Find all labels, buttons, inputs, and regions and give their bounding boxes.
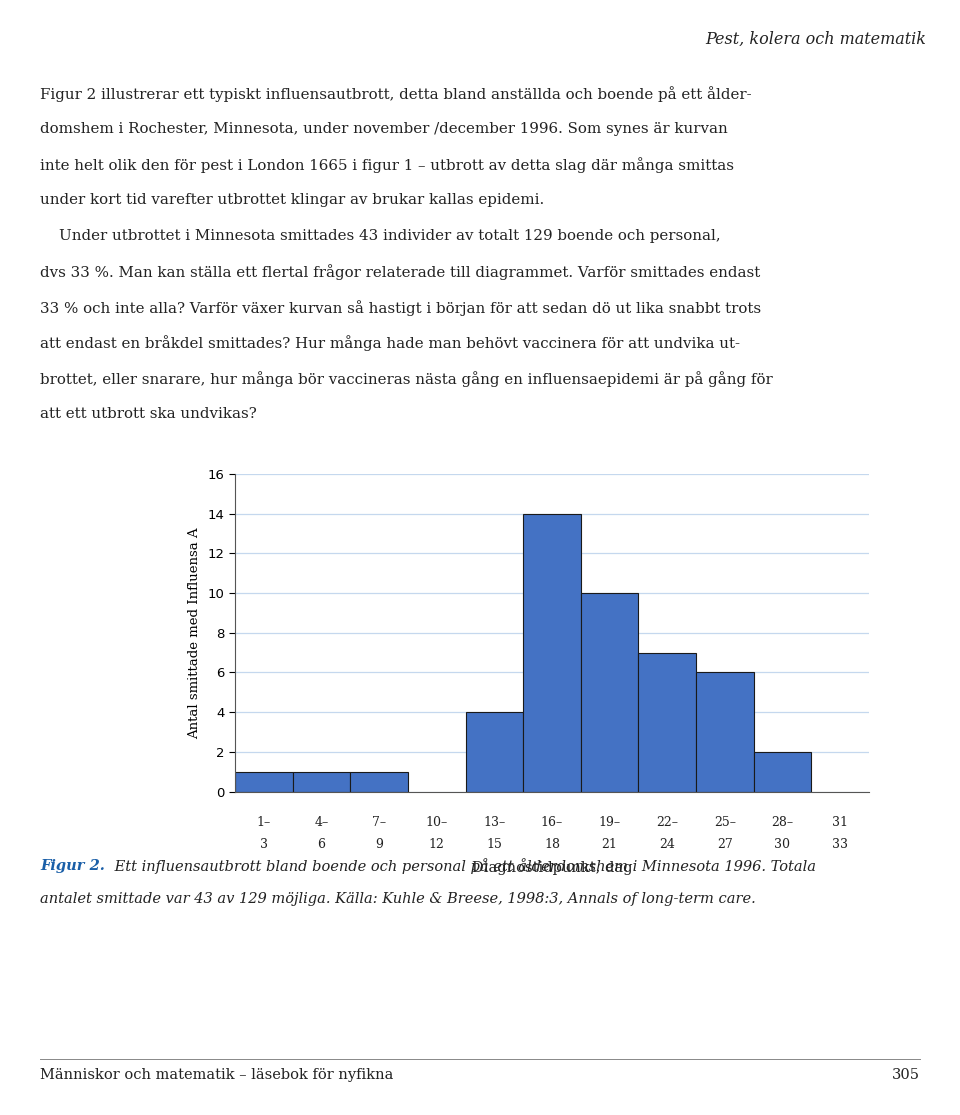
Text: att endast en bråkdel smittades? Hur många hade man behövt vaccinera för att und: att endast en bråkdel smittades? Hur mån… [40, 336, 740, 351]
Text: 12: 12 [429, 838, 444, 852]
Text: 1–: 1– [257, 816, 271, 830]
Bar [696, 672, 754, 792]
Text: 3: 3 [260, 838, 268, 852]
Bar [754, 752, 811, 792]
Bar [466, 712, 523, 792]
Text: 19–: 19– [598, 816, 621, 830]
Bar [235, 772, 293, 792]
Text: 22–: 22– [657, 816, 678, 830]
Text: under kort tid varefter utbrottet klingar av brukar kallas epidemi.: under kort tid varefter utbrottet klinga… [40, 193, 544, 207]
Text: 10–: 10– [425, 816, 448, 830]
Text: 33: 33 [832, 838, 848, 852]
Text: 18: 18 [544, 838, 560, 852]
Text: att ett utbrott ska undvikas?: att ett utbrott ska undvikas? [40, 407, 257, 421]
Text: Under utbrottet i Minnesota smittades 43 individer av totalt 129 boende och pers: Under utbrottet i Minnesota smittades 43… [40, 229, 721, 243]
Text: domshem i Rochester, Minnesota, under november /december 1996. Som synes är kurv: domshem i Rochester, Minnesota, under no… [40, 122, 728, 136]
Text: 15: 15 [487, 838, 502, 852]
Text: 9: 9 [375, 838, 383, 852]
Text: 30: 30 [775, 838, 790, 852]
Text: 28–: 28– [771, 816, 794, 830]
Text: 21: 21 [602, 838, 617, 852]
Text: 13–: 13– [483, 816, 506, 830]
Text: Ett influensautbrott bland boende och personal på ett ålderdomshem i Minnesota 1: Ett influensautbrott bland boende och pe… [110, 859, 816, 874]
Text: 16–: 16– [540, 816, 564, 830]
Text: 27: 27 [717, 838, 732, 852]
Text: 31: 31 [832, 816, 848, 830]
Text: 24: 24 [660, 838, 675, 852]
Bar [350, 772, 408, 792]
Text: 25–: 25– [714, 816, 735, 830]
Text: Diagnostidpunkt, dag: Diagnostidpunkt, dag [471, 861, 633, 875]
Text: 6: 6 [318, 838, 325, 852]
Text: dvs 33 %. Man kan ställa ett flertal frågor relaterade till diagrammet. Varför s: dvs 33 %. Man kan ställa ett flertal frå… [40, 264, 760, 280]
Text: Figur 2.: Figur 2. [40, 859, 106, 873]
Text: 33 % och inte alla? Varför växer kurvan så hastigt i början för att sedan dö ut : 33 % och inte alla? Varför växer kurvan … [40, 300, 761, 316]
Text: 305: 305 [892, 1068, 920, 1083]
Bar [638, 652, 696, 792]
Text: Figur 2 illustrerar ett typiskt influensautbrott, detta bland anställda och boen: Figur 2 illustrerar ett typiskt influens… [40, 86, 752, 101]
Text: antalet smittade var 43 av 129 möjliga. Källa: Kuhle & Breese, 1998:3, Annals of: antalet smittade var 43 av 129 möjliga. … [40, 892, 756, 906]
Bar [293, 772, 350, 792]
Text: brottet, eller snarare, hur många bör vaccineras nästa gång en influensaepidemi : brottet, eller snarare, hur många bör va… [40, 371, 773, 387]
Bar [581, 593, 638, 792]
Bar [523, 514, 581, 792]
Text: 4–: 4– [315, 816, 328, 830]
Text: Människor och matematik – läsebok för nyfikna: Människor och matematik – läsebok för ny… [40, 1068, 394, 1083]
Text: Pest, kolera och matematik: Pest, kolera och matematik [706, 31, 926, 48]
Text: inte helt olik den för pest i London 1665 i figur 1 – utbrott av detta slag där : inte helt olik den för pest i London 166… [40, 157, 734, 173]
Y-axis label: Antal smittade med Influensa A: Antal smittade med Influensa A [188, 527, 201, 738]
Text: 7–: 7– [372, 816, 386, 830]
